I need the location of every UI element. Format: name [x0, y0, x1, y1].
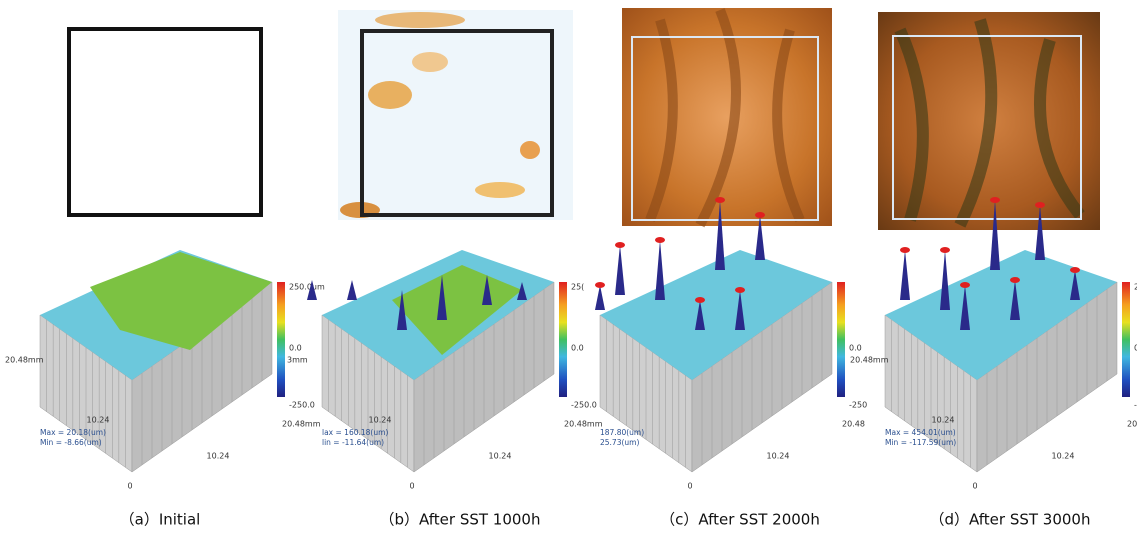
spike: [615, 245, 625, 295]
axis-label: 250.0um: [289, 283, 325, 292]
axis-label: 10.24: [87, 416, 110, 425]
spike-tip: [900, 247, 910, 253]
axis-label: 10.24: [207, 452, 230, 461]
axis-label: 20.48: [842, 420, 865, 429]
axis-label: 20.48mm: [5, 356, 44, 365]
spike: [900, 250, 910, 300]
axis-label: 0: [127, 482, 132, 491]
spike-tip: [1035, 202, 1045, 208]
surface-plot: 20.48mm10.2410.24020.48mm250.0um0.0-250.…: [850, 197, 1137, 491]
axis-label: lin = -11.64(um): [322, 438, 384, 447]
axis-label: 0.0: [289, 344, 302, 353]
spike-tip: [990, 197, 1000, 203]
axis-label: 0.0: [849, 344, 862, 353]
spike-tip: [960, 282, 970, 288]
caption: （c）After SST 2000h: [660, 511, 820, 529]
axis-label: 10.24: [489, 452, 512, 461]
color-bar: [837, 282, 845, 397]
color-bar: [1122, 282, 1130, 397]
spike-tip: [1010, 277, 1020, 283]
axis-label: -250.0: [289, 401, 315, 410]
image-c: [622, 8, 832, 226]
spike-tip: [715, 197, 725, 203]
image-a: [69, 29, 261, 215]
axis-label: 25(: [571, 283, 584, 292]
axis-label: Min = -8.66(um): [40, 438, 102, 447]
axis-label: 187.80(um): [600, 428, 644, 437]
axis-label: 3mm: [287, 356, 308, 365]
surface-plot: 20.48mm 10.24 10.24 0 20.48mm 250.0um 0.0 -250.…: [5, 250, 325, 491]
axis-label: Max = 20.18(um): [40, 428, 106, 437]
axis-label: 20.48mm: [850, 356, 889, 365]
axis-label: 0: [409, 482, 414, 491]
spike-tip: [755, 212, 765, 218]
axis-label: -250: [849, 401, 867, 410]
spike-tip: [735, 287, 745, 293]
spike: [655, 240, 665, 300]
axis-label: 20.48mm: [282, 420, 321, 429]
axis-label: -250.0: [571, 401, 597, 410]
color-bar: [277, 282, 285, 397]
axis-label: Min = -117.59(um): [885, 438, 956, 447]
spike: [347, 280, 357, 300]
spike-tip: [595, 282, 605, 288]
axis-label: 0: [972, 482, 977, 491]
caption: （d）After SST 3000h: [930, 511, 1091, 529]
surface-plot: 3mm 10.24 10.24 0 20.48mm 25( 0.0 -250.0 lax = 1…: [287, 250, 603, 491]
spike: [940, 250, 950, 310]
spike-tip: [940, 247, 950, 253]
axis-label: 25.73(um): [600, 438, 639, 447]
axis-label: 20.48mm: [1127, 420, 1137, 429]
axis-label: lax = 160.18(um): [322, 428, 388, 437]
image-b: [338, 10, 573, 220]
spike-tip: [615, 242, 625, 248]
axis-label: Max = 454.01(um): [885, 428, 956, 437]
axis-label: 0: [687, 482, 692, 491]
axis-label: 10.24: [369, 416, 392, 425]
image-d: [878, 12, 1100, 230]
spike-tip: [695, 297, 705, 303]
axis-label: 10.24: [767, 452, 790, 461]
axis-label: 20.48mm: [564, 420, 603, 429]
axis-label: 0.0: [571, 344, 584, 353]
color-bar: [559, 282, 567, 397]
surface-plot: 10.24 0 20.48 0.0 -250 187.80(um)25.73(um): [595, 197, 867, 491]
figure: 20.48mm 10.24 10.24 0 20.48mm 250.0um 0.0 -250.…: [0, 0, 1137, 534]
axis-label: 10.24: [932, 416, 955, 425]
spike-tip: [1070, 267, 1080, 273]
spike: [595, 285, 605, 310]
caption: （a）Initial: [120, 511, 201, 529]
axis-label: 10.24: [1052, 452, 1075, 461]
caption: （b）After SST 1000h: [380, 511, 541, 529]
spike-tip: [655, 237, 665, 243]
